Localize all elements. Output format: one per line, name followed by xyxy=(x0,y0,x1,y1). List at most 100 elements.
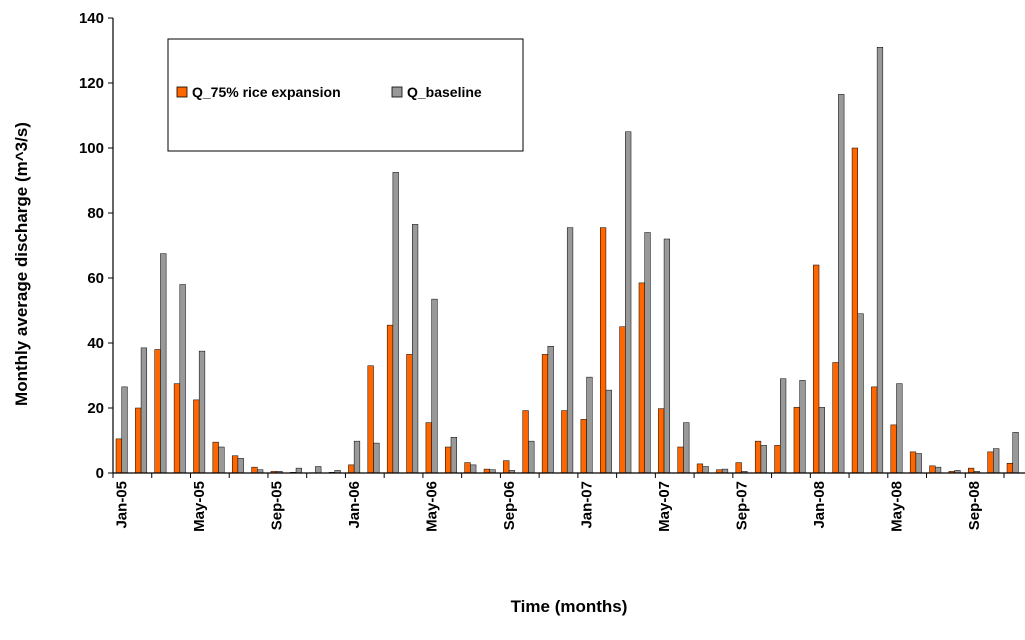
bar-rice-Jun-05 xyxy=(213,442,219,473)
bar-rice-Mar-06 xyxy=(387,325,393,473)
bar-baseline-Mar-05 xyxy=(160,254,166,473)
bar-rice-May-05 xyxy=(193,400,199,473)
legend-swatch-rice xyxy=(177,87,187,97)
bar-baseline-May-07 xyxy=(664,239,670,473)
x-tick-label: May-05 xyxy=(191,481,208,532)
bar-baseline-Jul-07 xyxy=(703,467,709,474)
bar-baseline-Oct-05 xyxy=(296,468,302,473)
bar-baseline-May-08 xyxy=(897,384,903,473)
bar-baseline-Dec-06 xyxy=(567,228,573,473)
bar-rice-Apr-07 xyxy=(639,283,645,473)
bar-baseline-Feb-06 xyxy=(374,443,380,473)
bar-baseline-Apr-07 xyxy=(645,233,651,474)
bar-rice-Feb-05 xyxy=(135,408,141,473)
bar-baseline-Jan-08 xyxy=(819,407,825,473)
bar-rice-May-07 xyxy=(658,409,664,473)
x-tick-label: Jan-05 xyxy=(114,481,131,529)
bar-rice-Jul-06 xyxy=(465,463,471,473)
bar-baseline-Apr-06 xyxy=(412,224,418,473)
bar-baseline-Mar-08 xyxy=(858,314,864,473)
x-tick-label: Jan-07 xyxy=(579,481,596,529)
bar-baseline-Nov-06 xyxy=(548,346,554,473)
bar-rice-Mar-05 xyxy=(155,350,161,474)
x-tick-label: Jan-06 xyxy=(346,481,363,529)
bar-rice-Dec-07 xyxy=(794,407,800,473)
bar-rice-Jun-08 xyxy=(910,452,916,473)
bar-rice-Jan-07 xyxy=(581,419,587,473)
y-axis-title: Monthly average discharge (m^3/s) xyxy=(12,122,31,406)
bar-baseline-Mar-07 xyxy=(625,132,631,473)
bar-rice-Apr-06 xyxy=(407,354,413,473)
bar-baseline-May-05 xyxy=(199,351,205,473)
bar-baseline-Jun-06 xyxy=(451,437,457,473)
bar-baseline-Nov-07 xyxy=(780,379,786,473)
bar-baseline-Apr-08 xyxy=(877,47,883,473)
x-tick-label: Sep-07 xyxy=(734,481,751,530)
y-tick-label: 0 xyxy=(96,465,104,482)
bar-baseline-Dec-07 xyxy=(800,380,806,473)
bar-baseline-Feb-07 xyxy=(606,390,612,473)
bar-rice-Oct-08 xyxy=(988,452,994,473)
bar-rice-Dec-06 xyxy=(562,411,568,473)
bar-rice-Jul-07 xyxy=(697,464,703,473)
bar-rice-Sep-08 xyxy=(968,468,974,473)
bar-baseline-Jul-05 xyxy=(238,458,244,473)
bar-baseline-Mar-06 xyxy=(393,172,399,473)
bar-baseline-Apr-05 xyxy=(180,285,186,474)
x-tick-label: Sep-05 xyxy=(269,481,286,530)
bar-rice-Apr-05 xyxy=(174,384,180,473)
bar-baseline-Jul-06 xyxy=(470,465,476,473)
y-tick-label: 20 xyxy=(87,400,104,417)
bar-baseline-Jan-06 xyxy=(354,441,360,473)
x-tick-label: Sep-06 xyxy=(501,481,518,530)
y-tick-label: 60 xyxy=(87,270,104,287)
bar-rice-May-06 xyxy=(426,423,432,473)
bar-rice-Jun-06 xyxy=(445,447,451,473)
bar-rice-Nov-08 xyxy=(1007,463,1013,473)
bar-baseline-Jan-07 xyxy=(587,377,593,473)
bar-baseline-Jun-08 xyxy=(916,454,922,474)
bar-rice-Jan-08 xyxy=(813,265,819,473)
legend-label-baseline: Q_baseline xyxy=(407,84,482,100)
legend-label-rice: Q_75% rice expansion xyxy=(192,84,341,100)
bar-rice-May-08 xyxy=(891,425,897,473)
bar-baseline-Oct-07 xyxy=(761,445,767,473)
bar-rice-Nov-07 xyxy=(775,445,781,473)
x-tick-label: Sep-08 xyxy=(966,481,983,530)
bar-baseline-Oct-06 xyxy=(528,441,534,473)
y-tick-label: 40 xyxy=(87,335,104,352)
x-tick-label: May-06 xyxy=(424,481,441,532)
bar-baseline-May-06 xyxy=(432,299,438,473)
bar-rice-Oct-07 xyxy=(755,441,761,473)
x-tick-label: May-08 xyxy=(889,481,906,532)
bar-rice-Feb-06 xyxy=(368,366,374,473)
x-tick-label: May-07 xyxy=(656,481,673,532)
x-tick-label: Jan-08 xyxy=(811,481,828,529)
bar-rice-Sep-07 xyxy=(736,463,742,473)
bar-rice-Mar-07 xyxy=(620,327,626,473)
bar-baseline-Feb-08 xyxy=(838,94,844,473)
bar-rice-Jul-08 xyxy=(930,466,936,473)
y-tick-label: 140 xyxy=(79,10,104,27)
bar-baseline-Jun-05 xyxy=(219,447,225,473)
y-tick-label: 80 xyxy=(87,205,104,222)
y-tick-label: 100 xyxy=(79,140,104,157)
bar-rice-Feb-07 xyxy=(600,228,606,473)
bar-rice-Jul-05 xyxy=(232,456,238,473)
x-ticks-group: Jan-05 May-05 Sep-05 Jan-06 May-06 Sep-06 Jan-… xyxy=(113,473,1004,532)
bar-rice-Mar-08 xyxy=(852,148,858,473)
bar-baseline-Jun-07 xyxy=(683,423,689,473)
legend: Q_75% rice expansion Q_baseline xyxy=(168,39,523,151)
bar-rice-Nov-06 xyxy=(542,354,548,473)
bar-baseline-Oct-08 xyxy=(993,449,999,473)
bar-rice-Apr-08 xyxy=(871,387,877,473)
bar-rice-Jan-05 xyxy=(116,439,122,473)
bar-rice-Aug-05 xyxy=(252,467,258,473)
legend-swatch-baseline xyxy=(392,87,402,97)
bar-baseline-Jan-05 xyxy=(122,387,128,473)
bar-rice-Sep-06 xyxy=(503,461,509,473)
bar-rice-Feb-08 xyxy=(833,363,839,474)
